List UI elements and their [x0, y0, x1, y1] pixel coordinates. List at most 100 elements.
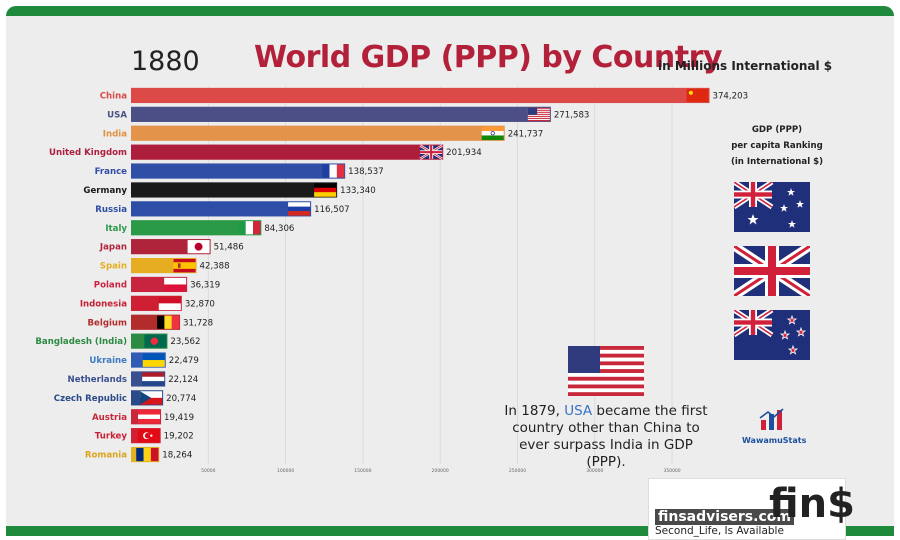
x-tick-label: 100000 [277, 468, 294, 474]
value-label: 51,486 [214, 243, 244, 253]
category-label: Romania [85, 451, 127, 461]
spain-flag-icon [173, 258, 196, 273]
value-label: 374,203 [713, 91, 749, 101]
annotation-line-3: ever surpass India in GDP (PPP). [519, 437, 693, 470]
annotation-usa-flag [568, 346, 644, 396]
year-label: 1880 [131, 46, 200, 77]
china-flag-icon [686, 88, 709, 103]
value-label: 36,319 [190, 280, 220, 290]
value-label: 22,124 [168, 375, 198, 385]
value-label: 23,562 [170, 337, 200, 347]
category-label: France [95, 167, 128, 177]
bar-united-kingdom [131, 144, 444, 160]
watermark-tagline: Second_Life, Is Available [655, 525, 784, 537]
category-label: Belgium [88, 318, 128, 328]
germany-flag-icon [314, 183, 337, 197]
value-label: 31,728 [183, 318, 213, 328]
annotation-line-2: country other than China to [512, 420, 700, 436]
value-label: 19,202 [164, 432, 194, 442]
x-tick-label: 300000 [586, 468, 603, 474]
category-label: Czech Republic [54, 394, 127, 404]
value-label: 201,934 [446, 148, 482, 158]
value-label: 18,264 [162, 451, 192, 461]
bottom-frame-bar [6, 526, 894, 536]
bar-russia [131, 201, 312, 217]
x-tick-label: 50000 [201, 468, 215, 474]
category-label: USA [107, 110, 127, 120]
annotation-highlight: USA [564, 403, 593, 419]
romania-flag-icon [136, 447, 159, 462]
value-label: 32,870 [185, 299, 215, 309]
france-flag-icon [322, 164, 345, 178]
category-label: India [103, 129, 127, 139]
value-label: 84,306 [264, 224, 294, 234]
chart-title: World GDP (PPP) by Country [254, 40, 722, 75]
annotation-line-1-post: became the first [592, 403, 708, 419]
annotation-line-1-pre: In 1879, [504, 403, 565, 419]
watermark-logo: fin$ [769, 481, 855, 527]
australia-flag [734, 182, 810, 232]
india-flag-icon [481, 126, 504, 141]
brand-block: WawamuStats [742, 408, 807, 445]
category-label: Spain [100, 262, 127, 272]
value-label: 42,388 [200, 262, 230, 272]
ukraine-flag-icon [142, 353, 165, 367]
netherlands-flag-icon [142, 372, 165, 386]
watermark: finsadvisers.com Second_Life, Is Availab… [648, 478, 855, 540]
japan-flag-icon [187, 240, 210, 254]
category-label: Ukraine [89, 356, 127, 366]
value-label: 19,419 [164, 413, 194, 423]
value-label: 22,479 [169, 356, 199, 366]
category-label: United Kingdom [49, 148, 127, 158]
bar-usa [131, 106, 551, 122]
austria-flag-icon [138, 410, 161, 424]
value-label: 241,737 [508, 129, 544, 139]
category-label: Turkey [95, 432, 128, 442]
value-label: 138,537 [348, 167, 384, 177]
bar-germany [131, 182, 338, 198]
turkey-flag-icon [137, 429, 160, 443]
bar-italy [131, 220, 262, 236]
value-label: 20,774 [166, 394, 196, 404]
bangladesh-flag-icon [144, 334, 167, 348]
poland-flag-icon [164, 277, 187, 292]
new-zealand-flag [734, 310, 810, 360]
x-tick-label: 200000 [432, 468, 449, 474]
value-label: 271,583 [554, 110, 590, 120]
x-tick-label: 350000 [663, 468, 680, 474]
x-tick-label: 150000 [354, 468, 371, 474]
uk-flag-icon [419, 144, 443, 160]
ranking-title-line-1: GDP (PPP) [751, 125, 803, 135]
uk-flag [734, 246, 810, 296]
category-label: Indonesia [80, 299, 127, 309]
ranking-title-line-2: per capita Ranking [731, 141, 823, 151]
top-frame-bar [6, 6, 894, 16]
category-label: Japan [99, 243, 127, 253]
watermark-site: finsadvisers.com [655, 509, 794, 525]
category-label: Germany [83, 186, 127, 196]
italy-flag-icon [238, 221, 261, 235]
czech-flag-icon [140, 391, 163, 405]
category-label: Bangladesh (India) [35, 337, 127, 347]
annotation-line-1: In 1879, USA became the first [502, 403, 710, 420]
category-label: Russia [95, 205, 127, 215]
belgium-flag-icon [157, 315, 180, 329]
category-label: Italy [105, 224, 127, 234]
annotation-text: In 1879, USA became the first country ot… [502, 403, 710, 471]
value-label: 116,507 [314, 205, 350, 215]
indonesia-flag-icon [158, 296, 181, 311]
value-label: 133,340 [340, 186, 376, 196]
category-label: China [100, 91, 127, 101]
category-label: Poland [94, 280, 127, 290]
category-label: Austria [92, 413, 127, 423]
brand-logo-icon [759, 408, 784, 430]
usa-flag-icon [527, 107, 550, 122]
x-tick-label: 250000 [509, 468, 526, 474]
russia-flag-icon [288, 202, 311, 216]
bar-china [131, 87, 710, 104]
brand-name: WawamuStats [742, 436, 807, 445]
bar-india [131, 125, 505, 141]
units-label: in Millions International $ [658, 59, 833, 73]
ranking-title-line-3: (in International $) [730, 157, 824, 167]
